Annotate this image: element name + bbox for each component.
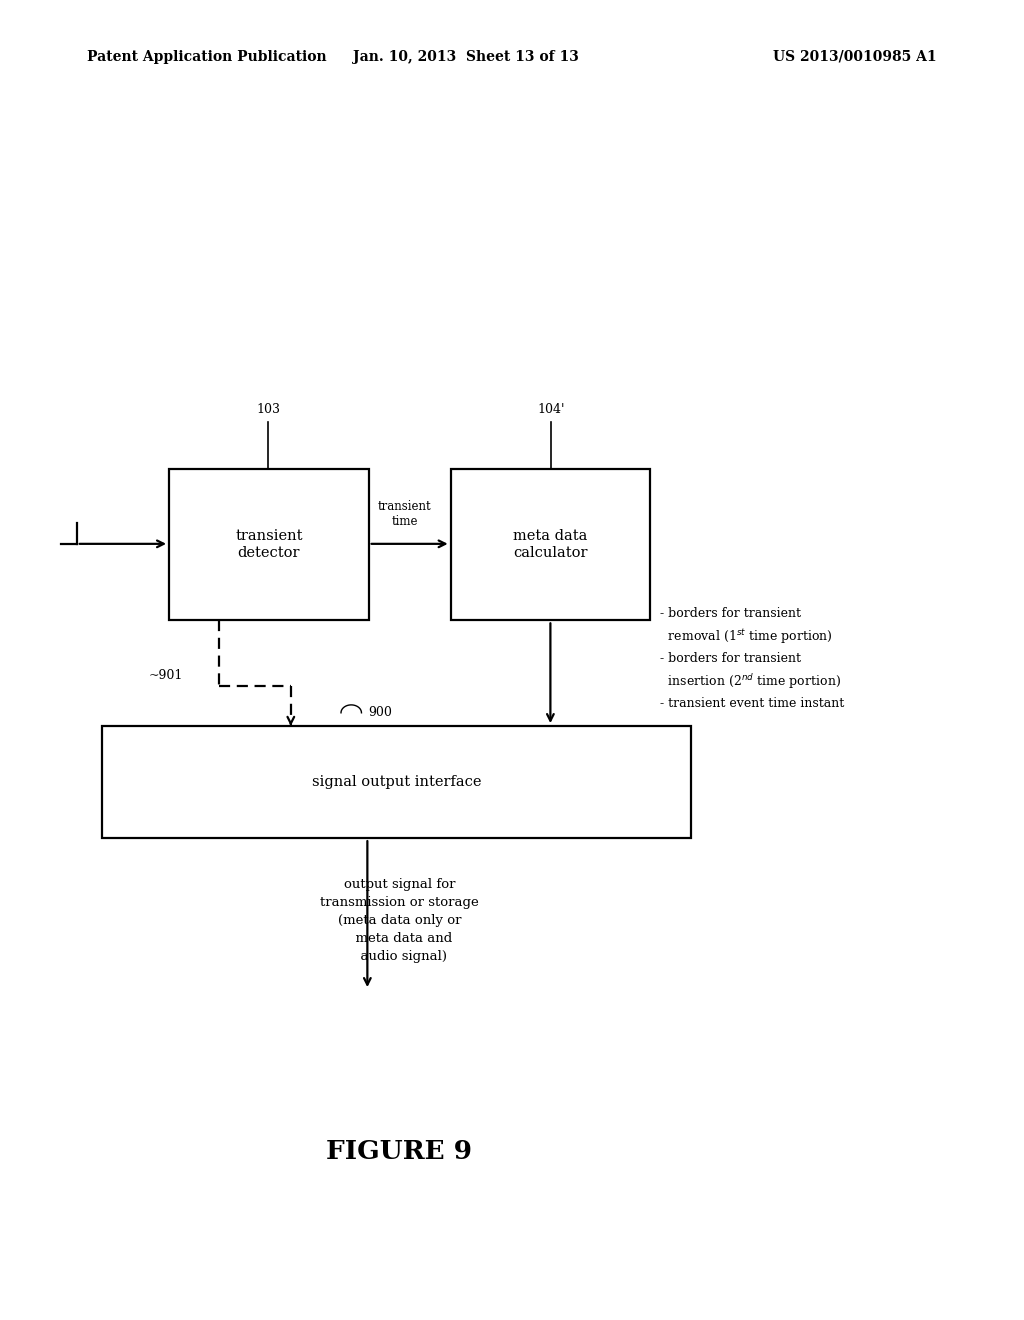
Text: US 2013/0010985 A1: US 2013/0010985 A1 [773, 50, 937, 63]
Bar [451, 469, 650, 620]
Text: FIGURE 9: FIGURE 9 [327, 1139, 472, 1163]
Text: Patent Application Publication: Patent Application Publication [87, 50, 327, 63]
Text: 900: 900 [369, 706, 392, 719]
Bar [102, 726, 691, 838]
Text: 103: 103 [256, 403, 281, 416]
Text: - borders for transient
  removal (1$^{st}$ time portion)
- borders for transien: - borders for transient removal (1$^{st}… [660, 607, 845, 710]
Text: transient
time: transient time [378, 500, 431, 528]
Text: meta data
calculator: meta data calculator [513, 529, 588, 560]
Bar [169, 469, 369, 620]
Text: output signal for
transmission or storage
(meta data only or
  meta data and
  a: output signal for transmission or storag… [319, 878, 479, 962]
Text: 104': 104' [538, 403, 564, 416]
Text: signal output interface: signal output interface [312, 775, 481, 789]
Text: ~901: ~901 [148, 669, 183, 682]
Text: transient
detector: transient detector [236, 529, 302, 560]
Text: Jan. 10, 2013  Sheet 13 of 13: Jan. 10, 2013 Sheet 13 of 13 [353, 50, 579, 63]
